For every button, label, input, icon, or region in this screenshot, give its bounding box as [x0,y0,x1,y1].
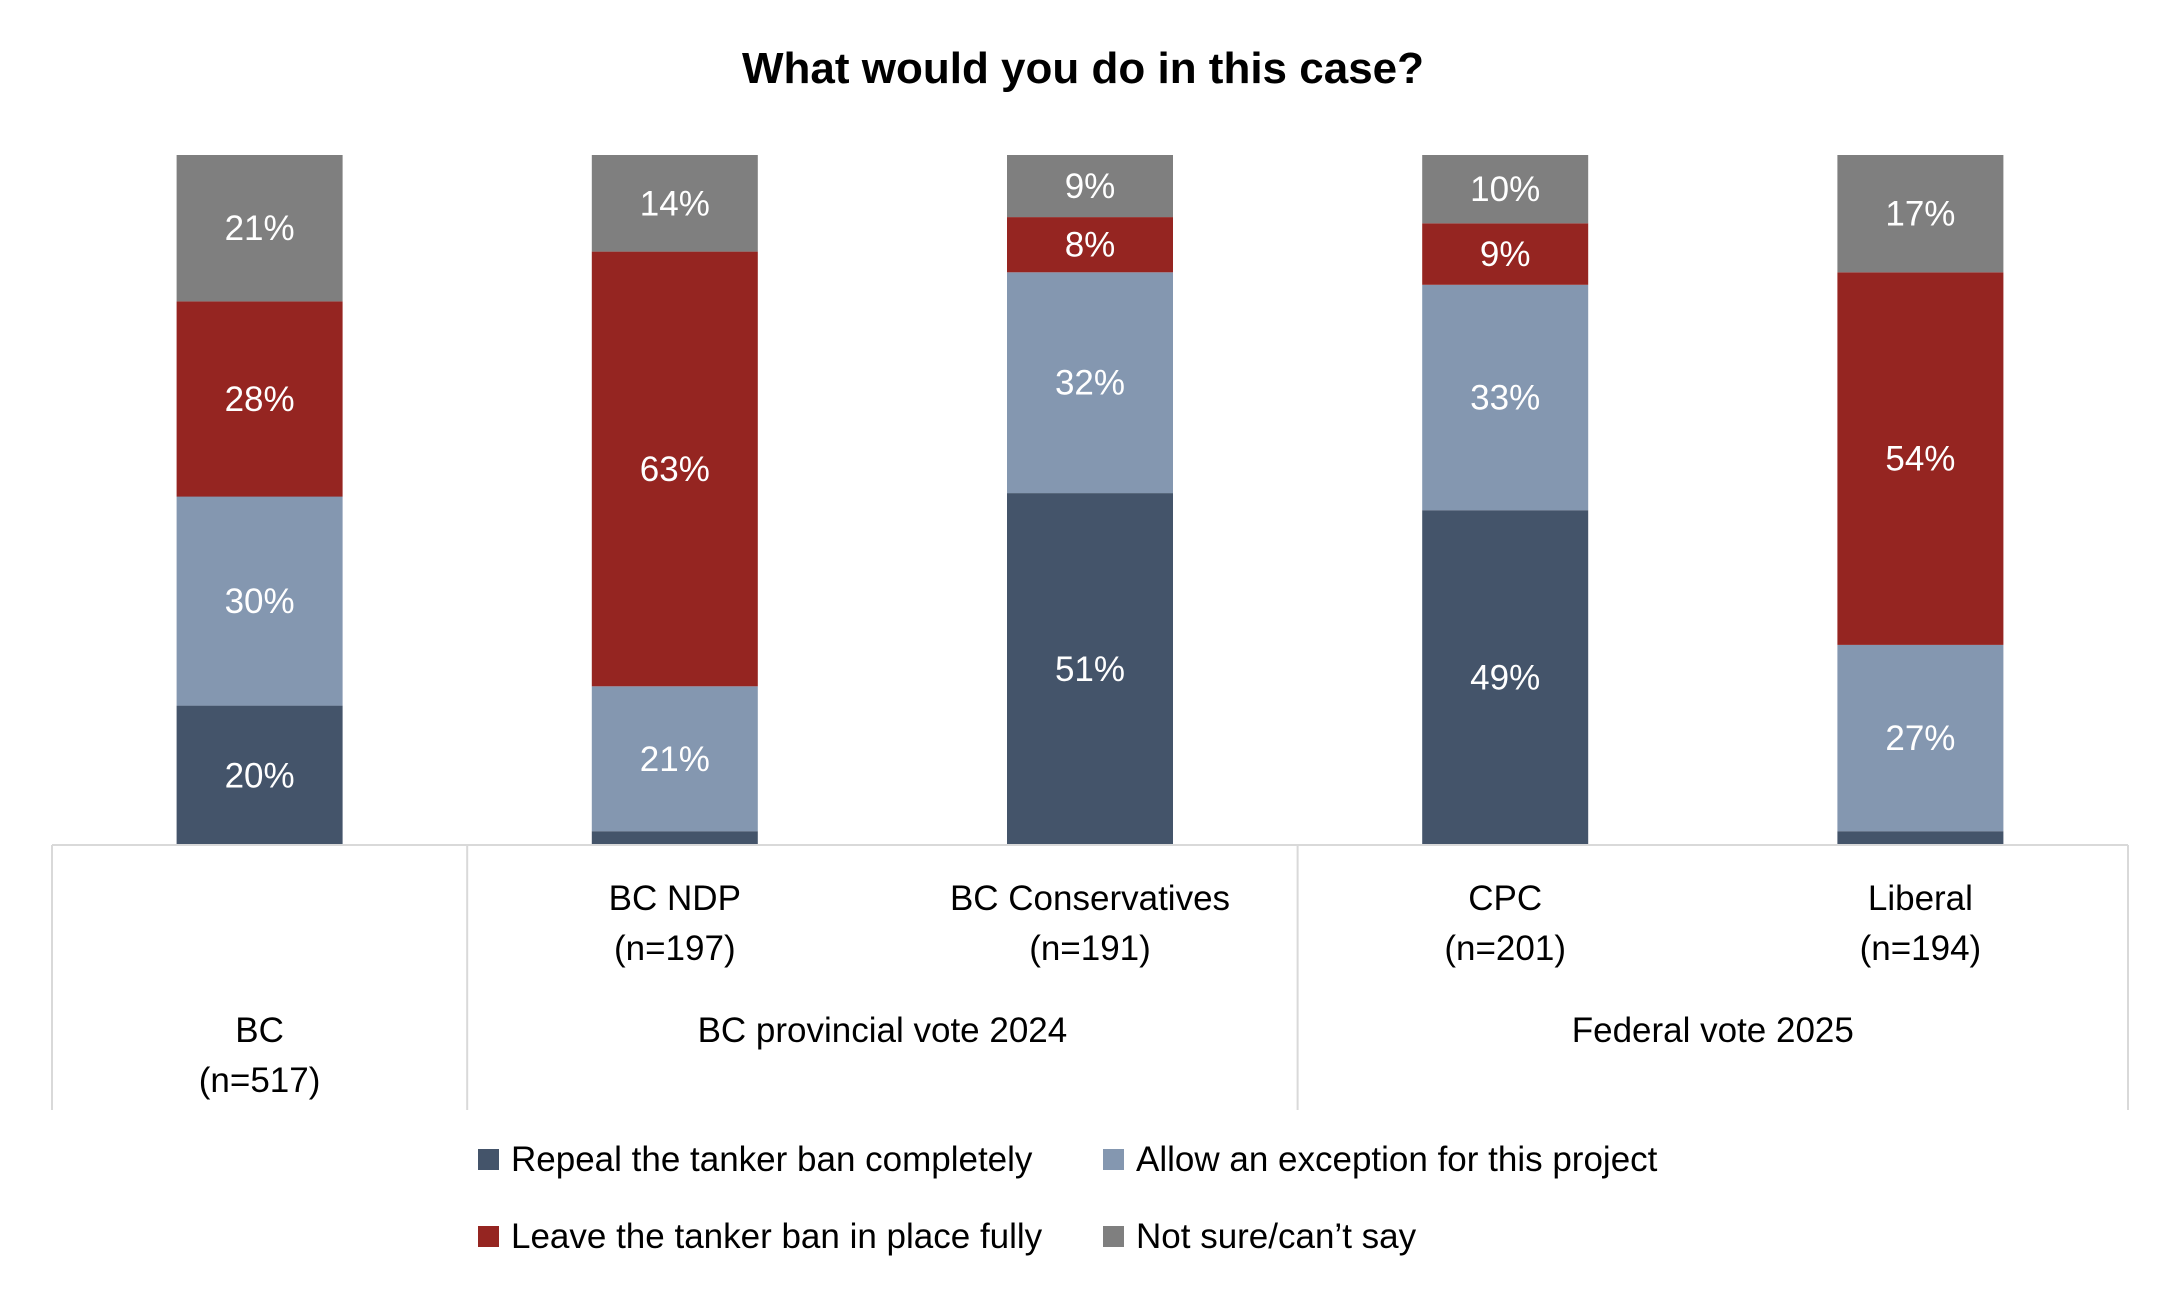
data-label-1-3: 14% [640,184,710,223]
group-label-1: Federal vote 2025 [1572,1011,1854,1050]
category-n-3: (n=201) [1444,929,1566,968]
bar-segment-4-2 [1837,272,2004,645]
category-label-0: BC [235,1011,284,1050]
bar-segment-3-1 [1422,284,1589,511]
category-label-4: Liberal [1868,879,1973,918]
bar-segment-0-3 [176,155,343,302]
legend-swatch-2 [478,1226,499,1247]
category-n-0: (n=517) [199,1061,321,1100]
bar-segment-3-3 [1422,155,1589,224]
bar-segment-1-1 [591,686,758,832]
data-label-1-2: 63% [640,450,710,489]
data-label-2-2: 8% [1065,226,1116,265]
bar-segment-4-3 [1837,155,2004,273]
bar-segment-1-3 [591,155,758,252]
category-label-1: BC NDP [609,879,741,918]
data-label-4-2: 54% [1885,440,1955,479]
data-label-3-2: 9% [1480,235,1531,274]
data-label-0-1: 30% [225,582,295,621]
category-label-2: BC Conservatives [950,879,1230,918]
data-label-3-1: 33% [1470,379,1540,418]
data-label-0-2: 28% [225,380,295,419]
bar-segment-2-2 [1007,217,1173,273]
category-axis: BC (n=517) BC NDP (n=197) BC Conservatives (n… [51,844,2129,1110]
legend: Repeal the tanker ban completely Allow an… [478,1140,1658,1256]
bar-segment-2-0 [1007,493,1173,845]
legend-label-2: Leave the tanker ban in place fully [511,1217,1043,1256]
data-label-1-1: 21% [640,740,710,779]
legend-swatch-3 [1103,1226,1124,1247]
bar-segment-2-3 [1007,155,1173,218]
category-n-2: (n=191) [1029,929,1151,968]
legend-label-3: Not sure/can’t say [1136,1217,1417,1256]
chart-title: What would you do in this case? [742,44,1424,93]
bar-segment-1-2 [591,251,758,687]
legend-label-1: Allow an exception for this project [1136,1140,1658,1179]
data-label-4-1: 27% [1885,719,1955,758]
data-label-3-3: 10% [1470,170,1540,209]
category-n-1: (n=197) [614,929,736,968]
bar-segment-2-1 [1007,272,1173,494]
data-label-0-0: 20% [225,756,295,795]
bar-segment-4-0 [1837,831,2004,845]
data-label-2-1: 32% [1055,364,1125,403]
bar-segment-0-2 [176,301,343,497]
data-label-0-3: 21% [225,209,295,248]
category-label-3: CPC [1468,879,1542,918]
data-label-3-0: 49% [1470,659,1540,698]
legend-label-0: Repeal the tanker ban completely [511,1140,1033,1179]
bar-segment-4-1 [1837,644,2004,832]
bar-segment-0-1 [176,496,343,706]
legend-swatch-0 [478,1149,499,1170]
bar-segment-3-0 [1422,510,1589,845]
bar-segment-0-0 [176,705,343,845]
data-label-4-3: 17% [1885,195,1955,234]
bar-segment-3-2 [1422,223,1589,285]
category-n-4: (n=194) [1860,929,1982,968]
group-label-0: BC provincial vote 2024 [698,1011,1068,1050]
legend-swatch-1 [1103,1149,1124,1170]
data-label-2-3: 9% [1065,167,1116,206]
bar-segment-1-0 [591,831,758,845]
data-label-2-0: 51% [1055,650,1125,689]
bars-layer: 20% 30% 28% 21% 21% 63% 14% 51% 32% 8% 9% 49% 33% 9% 1… [176,155,2004,845]
